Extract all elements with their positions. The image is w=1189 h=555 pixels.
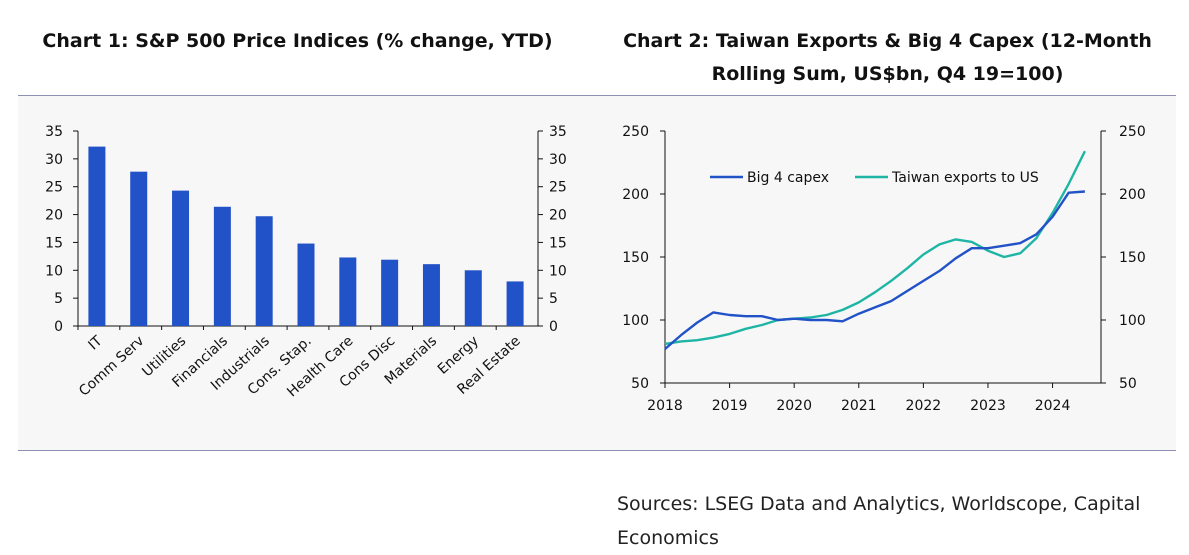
chart2-title: Chart 2: Taiwan Exports & Big 4 Capex (1… — [600, 25, 1175, 91]
chart1-right-tick-label: 5 — [549, 291, 558, 307]
sources-note: Sources: LSEG Data and Analytics, Worlds… — [617, 493, 1141, 549]
chart2-x-tick-label: 2021 — [841, 398, 877, 414]
chart1-left-tick-label: 25 — [45, 180, 63, 196]
chart2-x-tick-label: 2020 — [776, 398, 812, 414]
chart1-right-tick-label: 20 — [549, 208, 567, 224]
chart1-right-tick-label: 30 — [549, 152, 567, 168]
chart2-left-tick-label: 250 — [622, 124, 649, 140]
chart1-left-tick-label: 35 — [45, 124, 63, 140]
chart2-x-tick-label: 2018 — [647, 398, 683, 414]
chart2-x-tick-label: 2019 — [712, 398, 748, 414]
chart2-x-tick-label: 2022 — [906, 398, 942, 414]
chart2-title-line1: Chart 2: Taiwan Exports & Big 4 Capex (1… — [623, 30, 1152, 52]
legend-label-taiwan-exports: Taiwan exports to US — [891, 170, 1039, 186]
chart1-left-tick-label: 20 — [45, 208, 63, 224]
chart1-title: Chart 1: S&P 500 Price Indices (% change… — [42, 30, 553, 52]
chart2-left-tick-label: 150 — [622, 250, 649, 266]
chart1-bar — [213, 206, 231, 326]
chart2-right-tick-label: 150 — [1119, 250, 1146, 266]
chart1-left-tick-label: 5 — [54, 291, 63, 307]
chart2-left-tick-label: 50 — [631, 376, 649, 392]
chart1-bar — [297, 243, 315, 326]
chart1-left-tick-label: 10 — [45, 263, 63, 279]
chart1-right-tick-label: 0 — [549, 319, 558, 335]
chart2-title-line2: Rolling Sum, US$bn, Q4 19=100) — [711, 63, 1064, 85]
legend-label-big4-capex: Big 4 capex — [747, 170, 829, 186]
chart1-bar — [172, 190, 190, 326]
chart2-right-tick-label: 200 — [1119, 187, 1146, 203]
chart2-left-tick-label: 100 — [622, 313, 649, 329]
chart1-right-tick-label: 10 — [549, 263, 567, 279]
chart2-left-tick-label: 200 — [622, 187, 649, 203]
chart1-bar — [464, 270, 482, 326]
chart1-bar — [88, 146, 106, 326]
chart1-bar — [130, 171, 148, 326]
chart2-right-tick-label: 250 — [1119, 124, 1146, 140]
chart1-bar — [339, 257, 357, 326]
chart1-bar — [422, 264, 440, 326]
chart1-bar — [381, 259, 399, 326]
series-big4-capex-line — [664, 190, 1085, 350]
chart1-bar — [255, 216, 273, 326]
chart2-x-tick-label: 2024 — [1035, 398, 1071, 414]
chart2-right-tick-label: 50 — [1119, 376, 1137, 392]
chart2-x-tick-label: 2023 — [970, 398, 1006, 414]
chart1-right-tick-label: 15 — [549, 235, 567, 251]
chart2-right-tick-label: 100 — [1119, 313, 1146, 329]
chart1-bar — [506, 281, 524, 326]
chart1-right-tick-label: 25 — [549, 180, 567, 196]
chart1-left-tick-label: 30 — [45, 152, 63, 168]
chart1-right-tick-label: 35 — [549, 124, 567, 140]
chart-panel — [18, 95, 1176, 451]
chart1-left-tick-label: 0 — [54, 319, 63, 335]
chart1-left-tick-label: 15 — [45, 235, 63, 251]
series-taiwan-exports-line — [664, 150, 1086, 346]
